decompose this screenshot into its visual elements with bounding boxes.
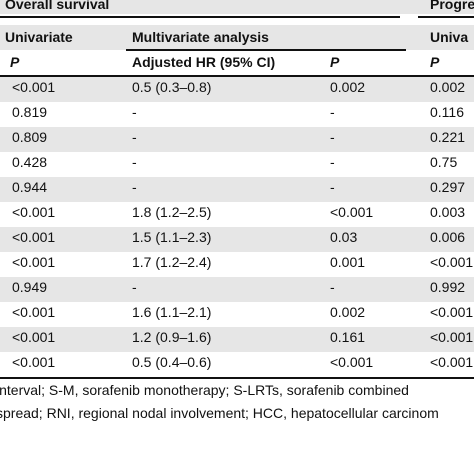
cell-p-univariate: <0.001 (12, 254, 56, 270)
cell-p-univariate: 0.944 (12, 179, 48, 195)
column-header-p-univariate: P (10, 54, 20, 70)
cell-p-multivariate: 0.161 (330, 329, 366, 345)
cell-p-multivariate: - (330, 129, 335, 145)
group-header-progression: Progre (430, 0, 474, 12)
row-band-5 (0, 177, 474, 202)
cell-p-progression: 0.297 (430, 179, 466, 195)
cell-p-progression: 0.002 (430, 79, 466, 95)
header-band-top (0, 0, 474, 14)
column-header-adjusted-hr: Adjusted HR (95% CI) (132, 54, 276, 70)
cell-p-progression: <0.001 (430, 254, 474, 270)
cell-p-multivariate: 0.03 (330, 229, 358, 245)
cell-p-progression: 0.116 (430, 104, 464, 120)
cell-p-multivariate: 0.002 (330, 304, 366, 320)
cell-p-progression: 0.221 (430, 129, 466, 145)
cell-adjusted-hr: - (132, 104, 137, 120)
cell-p-univariate: 0.428 (12, 154, 48, 170)
rule-under-multivariate (126, 49, 406, 51)
cell-adjusted-hr: - (132, 154, 137, 170)
cell-p-progression: <0.001 (430, 304, 474, 320)
row-band-11 (0, 327, 474, 352)
cell-p-univariate: 0.809 (12, 129, 48, 145)
cell-p-univariate: 0.949 (12, 279, 48, 295)
cell-p-univariate: <0.001 (12, 229, 56, 245)
cell-adjusted-hr: 1.2 (0.9–1.6) (132, 329, 212, 345)
column-header-p-multivariate: P (330, 54, 340, 70)
row-band-3 (0, 127, 474, 152)
cell-adjusted-hr: 1.5 (1.1–2.3) (132, 229, 212, 245)
rule-under-progression (418, 16, 474, 18)
cell-p-univariate: <0.001 (12, 329, 56, 345)
cell-adjusted-hr: - (132, 179, 137, 195)
cell-p-univariate: <0.001 (12, 79, 56, 95)
footnote-line-2: spread; RNI, regional nodal involvement;… (0, 405, 439, 421)
cell-p-progression: 0.003 (430, 204, 466, 220)
cell-p-univariate: <0.001 (12, 204, 56, 220)
cell-adjusted-hr: 1.6 (1.1–2.1) (132, 304, 212, 320)
cell-p-multivariate: - (330, 154, 335, 170)
cell-p-multivariate: - (330, 104, 335, 120)
rule-table-bottom (0, 377, 474, 379)
header-band-sub (0, 25, 474, 50)
cell-adjusted-hr: 1.8 (1.2–2.5) (132, 204, 212, 220)
cell-adjusted-hr: 0.5 (0.3–0.8) (132, 79, 212, 95)
cell-adjusted-hr: 1.7 (1.2–2.4) (132, 254, 212, 270)
subheader-univariate: Univariate (5, 29, 73, 45)
cell-p-univariate: 0.819 (12, 104, 48, 120)
cell-p-multivariate: - (330, 179, 335, 195)
cell-p-progression: <0.001 (430, 329, 474, 345)
cell-p-multivariate: 0.002 (330, 79, 366, 95)
cell-p-multivariate: <0.001 (330, 354, 374, 370)
group-header-overall-survival: Overall survival (5, 0, 110, 12)
subheader-multivariate-analysis: Multivariate analysis (132, 29, 269, 45)
cell-p-progression: 0.75 (430, 154, 458, 170)
cell-p-progression: <0.001 (430, 354, 474, 370)
rule-under-overall (0, 16, 400, 18)
rule-under-column-headers (0, 75, 474, 77)
cell-adjusted-hr: - (132, 279, 137, 295)
subheader-progression-univariate: Univa (430, 29, 469, 45)
cell-adjusted-hr: - (132, 129, 137, 145)
row-band-1 (0, 77, 474, 102)
cell-p-multivariate: <0.001 (330, 204, 374, 220)
cell-adjusted-hr: 0.5 (0.4–0.6) (132, 354, 212, 370)
cell-p-univariate: <0.001 (12, 354, 56, 370)
cell-p-progression: 0.006 (430, 229, 466, 245)
footnote-line-1: interval; S-M, sorafenib monotherapy; S-… (0, 382, 409, 398)
cell-p-progression: 0.992 (430, 279, 466, 295)
row-band-9 (0, 277, 474, 302)
column-header-p-progression: P (430, 54, 440, 70)
cell-p-univariate: <0.001 (12, 304, 56, 320)
row-band-7 (0, 227, 474, 252)
cell-p-multivariate: - (330, 279, 335, 295)
cell-p-multivariate: 0.001 (330, 254, 366, 270)
